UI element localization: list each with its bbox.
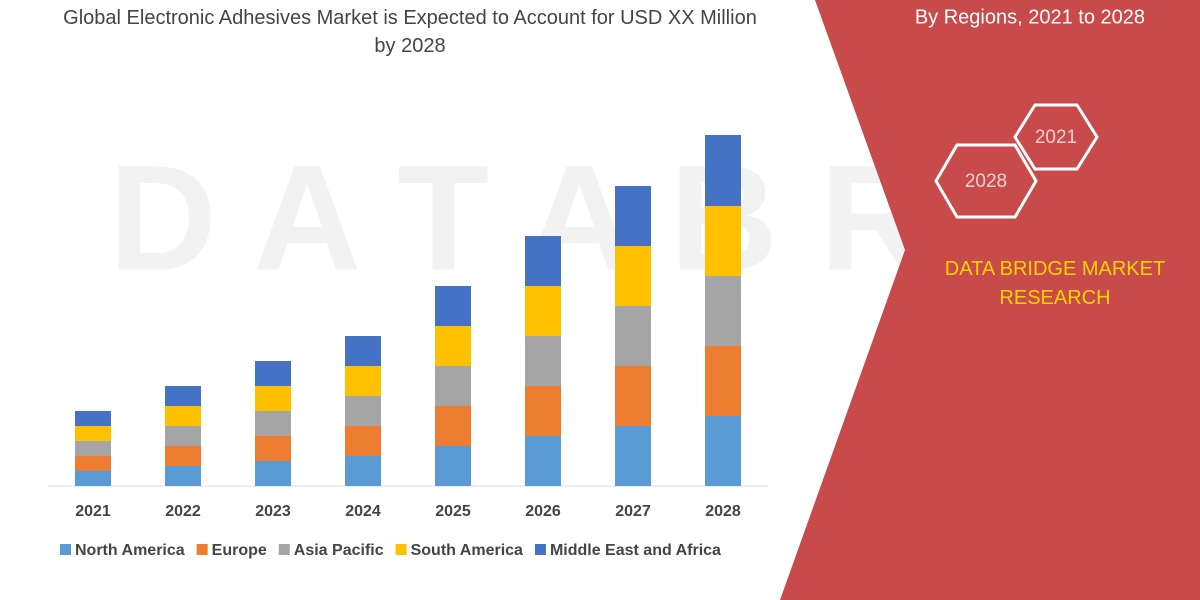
legend-label: Europe xyxy=(212,542,267,559)
legend-swatch xyxy=(395,544,407,555)
bar-segment xyxy=(525,386,561,436)
legend-swatch xyxy=(534,544,546,555)
bar-segment xyxy=(615,306,651,366)
bar-segment xyxy=(165,466,201,486)
legend-swatch xyxy=(60,544,71,555)
hex-label: 2021 xyxy=(1035,127,1077,148)
x-tick-label: 2022 xyxy=(165,503,201,520)
bar-segment xyxy=(255,436,291,461)
bar-segment xyxy=(435,326,471,366)
legend-label: South America xyxy=(411,542,523,559)
legend-swatch xyxy=(278,544,290,555)
bar-segment xyxy=(615,426,651,486)
bar-segment xyxy=(705,276,741,346)
bar-segment xyxy=(255,411,291,436)
logo-text: DATA BRIDGE xyxy=(890,571,1008,591)
legend-label: North America xyxy=(75,542,185,559)
bar-segment xyxy=(435,286,471,326)
bar-segment xyxy=(75,471,111,486)
bar-segment xyxy=(165,406,201,426)
bar-segment xyxy=(525,336,561,386)
bar-segment xyxy=(705,346,741,416)
bar-segment xyxy=(525,236,561,286)
bar-segment xyxy=(615,186,651,246)
bar-segment xyxy=(345,396,381,426)
x-tick-label: 2024 xyxy=(345,503,381,520)
x-tick-label: 2021 xyxy=(75,503,111,520)
bar-segment xyxy=(255,386,291,411)
bar-segment xyxy=(705,416,741,486)
side-panel xyxy=(780,0,1200,600)
bar-segment xyxy=(705,135,741,206)
hexagon xyxy=(1013,103,1099,171)
bar-segment xyxy=(75,441,111,456)
bar-segment xyxy=(525,286,561,336)
legend-label: Asia Pacific xyxy=(294,542,384,559)
bar-segment xyxy=(75,456,111,471)
bar-segment xyxy=(615,246,651,306)
bar-segment xyxy=(345,366,381,396)
bar-segment xyxy=(705,206,741,276)
bar-segment xyxy=(255,461,291,486)
bar-segment xyxy=(345,336,381,366)
bar-segment xyxy=(345,456,381,486)
x-tick-label: 2025 xyxy=(435,503,471,520)
hexagon xyxy=(934,143,1038,219)
x-tick-label: 2028 xyxy=(705,503,741,520)
bar-segment xyxy=(75,411,111,426)
bar-segment xyxy=(525,436,561,486)
bar-segment xyxy=(255,361,291,386)
brand: DATA BRIDGE MARKET RESEARCH xyxy=(944,258,1166,309)
hex-label: 2028 xyxy=(965,171,1007,192)
bar-segment xyxy=(345,426,381,456)
legend-label: Middle East and Africa xyxy=(550,542,721,559)
bar-segment xyxy=(165,386,201,406)
subtitle: By Regions, 2021 to 2028 xyxy=(915,6,1145,28)
bar-segment xyxy=(435,406,471,446)
bar-segment xyxy=(165,446,201,466)
bar-segment xyxy=(615,366,651,426)
bar-segment xyxy=(435,446,471,486)
x-tick-label: 2027 xyxy=(615,503,651,520)
legend-swatch xyxy=(196,544,208,555)
bar-segment xyxy=(75,426,111,441)
x-tick-label: 2026 xyxy=(525,503,561,520)
chart-title: Global Electronic Adhesives Market is Ex… xyxy=(63,7,757,57)
bar-segment xyxy=(435,366,471,406)
x-tick-label: 2023 xyxy=(255,503,291,520)
bar-segment xyxy=(165,426,201,446)
